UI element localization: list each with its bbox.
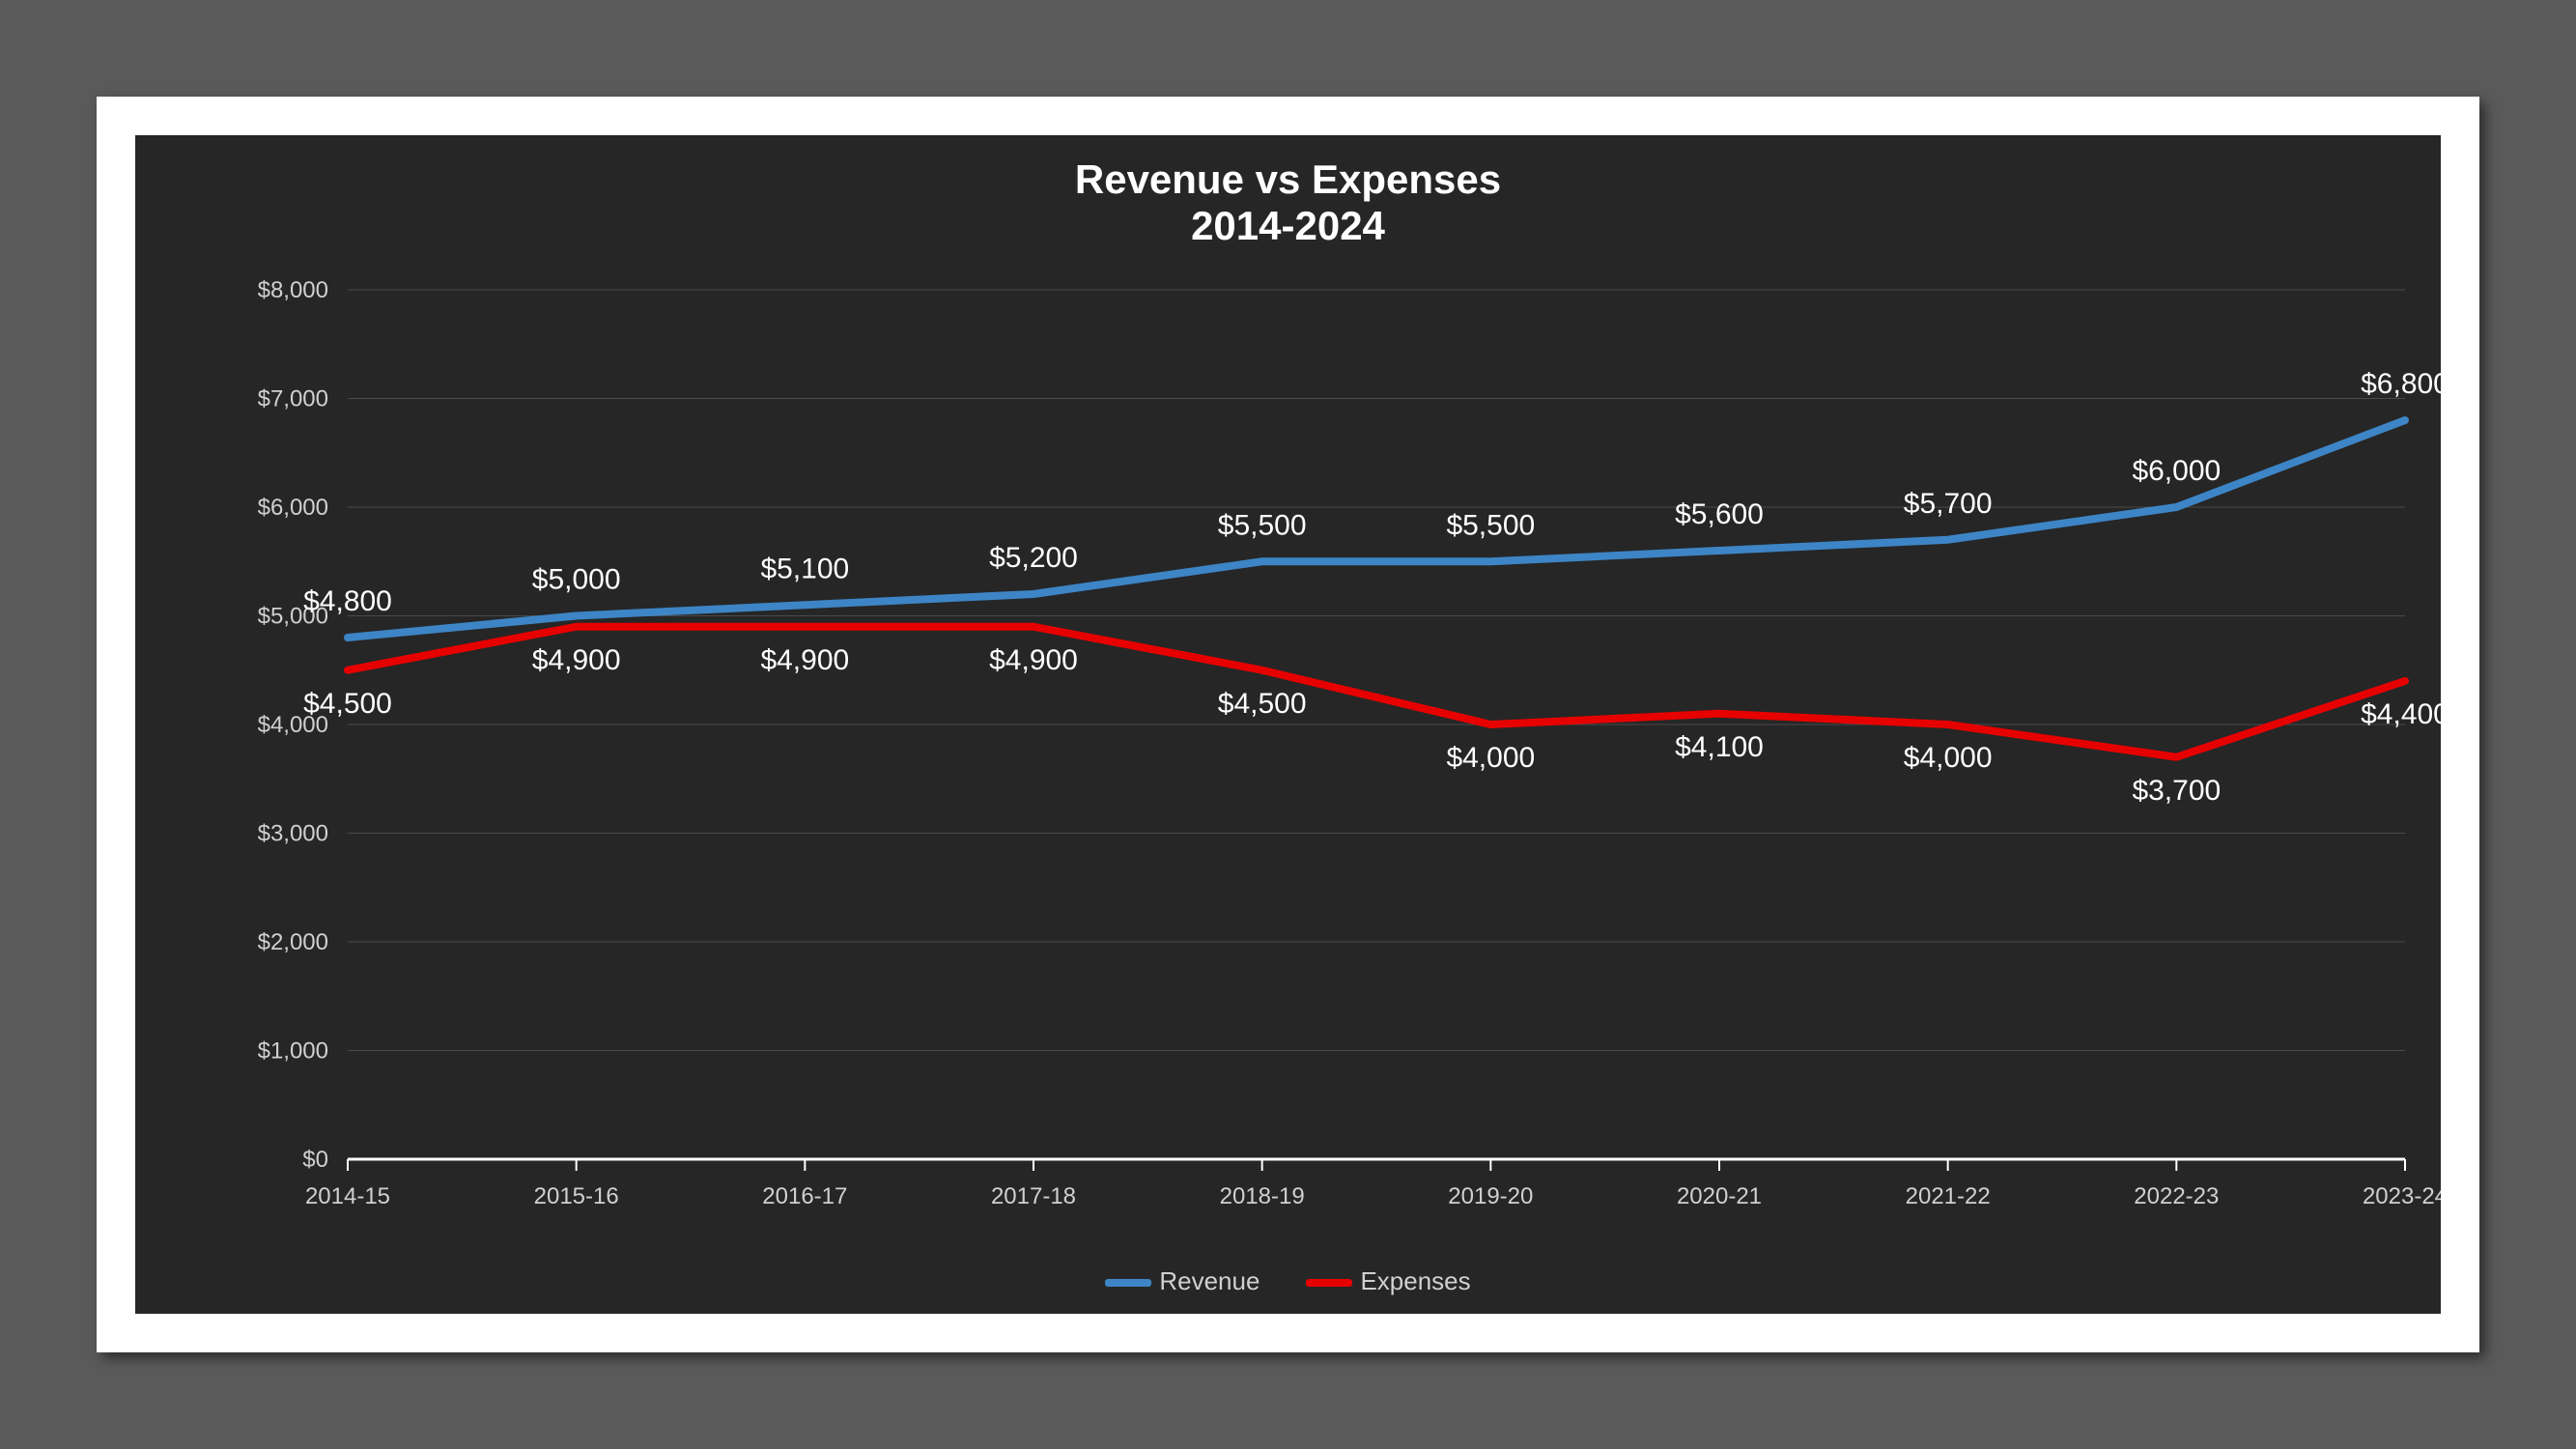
data-label-expenses: $4,900 xyxy=(989,644,1078,676)
x-tick-label: 2019-20 xyxy=(1448,1183,1533,1209)
data-label-revenue: $5,500 xyxy=(1218,509,1307,541)
y-tick-label: $0 xyxy=(302,1147,328,1173)
x-tick-label: 2017-18 xyxy=(991,1183,1076,1209)
legend-item-expenses: Expenses xyxy=(1306,1266,1470,1296)
data-label-expenses: $4,000 xyxy=(1904,742,1993,774)
y-tick-label: $6,000 xyxy=(258,495,328,521)
data-label-expenses: $4,000 xyxy=(1446,742,1535,774)
x-tick-label: 2014-15 xyxy=(305,1183,390,1209)
data-label-expenses: $4,100 xyxy=(1675,731,1764,763)
x-tick-label: 2018-19 xyxy=(1220,1183,1305,1209)
card-frame: Revenue vs Expenses 2014-2024 $0$1,000$2… xyxy=(97,97,2479,1352)
data-label-revenue: $5,100 xyxy=(760,553,849,584)
x-tick-label: 2022-23 xyxy=(2134,1183,2219,1209)
data-label-expenses: $4,900 xyxy=(532,644,621,676)
x-tick-label: 2020-21 xyxy=(1677,1183,1762,1209)
y-tick-label: $1,000 xyxy=(258,1038,328,1065)
data-label-expenses: $4,900 xyxy=(760,644,849,676)
line-chart: $0 $1,000 $2,000 $3,000 $4,000 $5,000 $6,000 $7… xyxy=(135,135,2441,1314)
data-label-expenses: $3,700 xyxy=(2132,775,2221,807)
legend-swatch xyxy=(1105,1279,1151,1287)
data-label-expenses: $4,500 xyxy=(303,688,392,720)
data-label-revenue: $6,000 xyxy=(2132,455,2221,487)
data-label-revenue: $6,800 xyxy=(2361,368,2441,400)
data-label-revenue: $5,500 xyxy=(1446,509,1535,541)
chart-legend: Revenue Expenses xyxy=(135,1264,2441,1296)
data-label-revenue: $4,800 xyxy=(303,585,392,617)
series-line-revenue xyxy=(348,420,2405,638)
y-tick-label: $7,000 xyxy=(258,386,328,412)
series-line-expenses xyxy=(348,627,2405,757)
legend-item-revenue: Revenue xyxy=(1105,1266,1260,1296)
legend-label: Revenue xyxy=(1159,1266,1260,1295)
data-label-expenses: $4,500 xyxy=(1218,688,1307,720)
y-tick-label: $2,000 xyxy=(258,929,328,955)
legend-swatch xyxy=(1306,1279,1352,1287)
chart-panel: Revenue vs Expenses 2014-2024 $0$1,000$2… xyxy=(135,135,2441,1314)
data-label-revenue: $5,700 xyxy=(1904,488,1993,520)
x-tick-label: 2023-24 xyxy=(2363,1183,2441,1209)
x-tick-label: 2021-22 xyxy=(1906,1183,1991,1209)
x-tick-label: 2015-16 xyxy=(534,1183,619,1209)
x-tick-label: 2016-17 xyxy=(762,1183,847,1209)
data-label-revenue: $5,600 xyxy=(1675,498,1764,530)
data-label-expenses: $4,400 xyxy=(2361,698,2441,730)
data-label-revenue: $5,000 xyxy=(532,564,621,596)
legend-label: Expenses xyxy=(1360,1266,1470,1295)
y-tick-label: $3,000 xyxy=(258,821,328,847)
data-label-revenue: $5,200 xyxy=(989,542,1078,574)
y-tick-label: $8,000 xyxy=(258,277,328,303)
